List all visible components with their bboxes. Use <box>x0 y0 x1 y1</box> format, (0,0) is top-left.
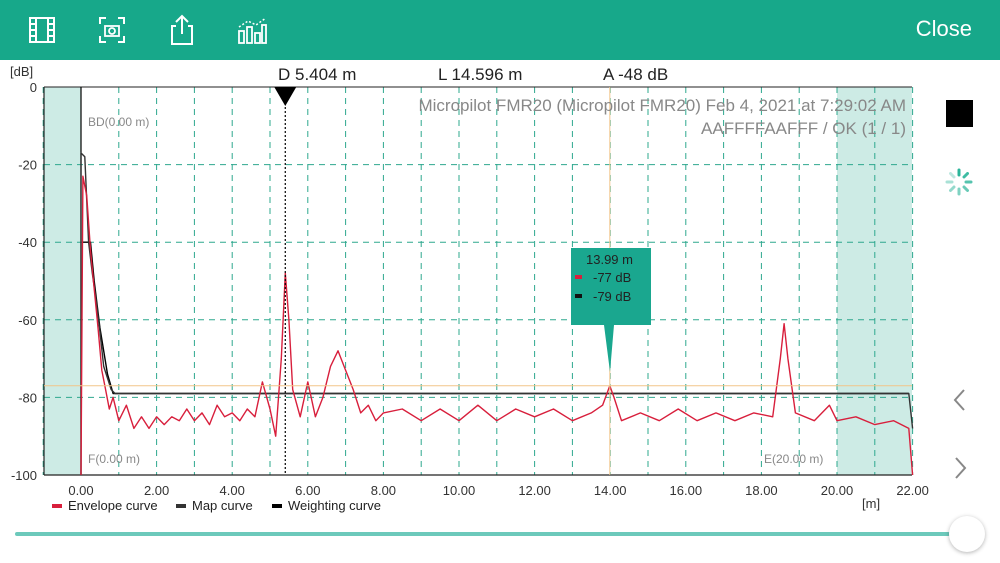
camera-capture-icon[interactable] <box>92 10 132 50</box>
x-tick-label: 2.00 <box>144 483 169 498</box>
y-tick-label: -40 <box>18 235 37 250</box>
legend-envelope: Envelope curve <box>68 498 158 513</box>
legend-swatch-weighting <box>272 504 282 508</box>
x-tick-label: 10.00 <box>443 483 476 498</box>
y-tick-label: -60 <box>18 313 37 328</box>
legend-weighting: Weighting curve <box>288 498 381 513</box>
y-axis-label: [dB] <box>10 64 33 79</box>
tooltip-map-swatch <box>575 294 582 298</box>
device-info: Micropilot FMR20 (Micropilot FMR20) Feb … <box>418 96 906 115</box>
f-marker-label: F(0.00 m) <box>88 452 140 466</box>
loading-spinner-icon <box>944 167 974 197</box>
stop-icon[interactable] <box>946 100 973 127</box>
chart-compare-icon[interactable] <box>232 10 272 50</box>
side-controls <box>930 60 1000 520</box>
x-tick-label: 12.00 <box>518 483 551 498</box>
amplitude-readout: A -48 dB <box>603 65 668 84</box>
legend-map: Map curve <box>192 498 253 513</box>
legend-swatch-envelope <box>52 504 62 508</box>
chart-legend: Envelope curve Map curve Weighting curve <box>52 498 381 513</box>
y-tick-label: -80 <box>18 390 37 405</box>
y-tick-label: -100 <box>11 468 37 483</box>
distance-marker-triangle <box>274 87 297 106</box>
plot-background <box>44 87 912 475</box>
tooltip-map-value: -79 dB <box>593 289 631 304</box>
distance-readout: D 5.404 m <box>278 65 356 84</box>
chart-area: [dB] [m] D 5.404 m L 14.596 m A -48 dB M… <box>0 60 1000 520</box>
series-map-curve <box>80 152 914 475</box>
x-tick-label: 20.00 <box>821 483 854 498</box>
x-tick-label: 0.00 <box>68 483 93 498</box>
chevron-left-icon[interactable] <box>950 387 970 413</box>
film-icon[interactable] <box>22 10 62 50</box>
legend-swatch-map <box>176 504 186 508</box>
x-tick-label: 14.00 <box>594 483 627 498</box>
x-tick-label: 22.00 <box>896 483 929 498</box>
tooltip-envelope-value: -77 dB <box>593 270 631 285</box>
tooltip-envelope-swatch <box>575 275 582 279</box>
e-marker-label: E(20.00 m) <box>764 452 823 466</box>
zoom-slider-handle[interactable] <box>949 516 985 552</box>
blocking-distance-zone <box>44 87 81 475</box>
y-tick-label: -20 <box>18 158 37 173</box>
y-tick-label: 0 <box>30 80 37 95</box>
close-button[interactable]: Close <box>915 16 972 41</box>
x-tick-label: 6.00 <box>295 483 320 498</box>
zoom-slider-track[interactable] <box>15 532 950 536</box>
share-icon[interactable] <box>162 10 202 50</box>
tooltip-distance: 13.99 m <box>586 252 633 267</box>
cursor-tooltip: 13.99 m -77 dB -79 dB <box>571 248 651 372</box>
x-tick-label: 4.00 <box>220 483 245 498</box>
bd-marker-label: BD(0.00 m) <box>88 115 149 129</box>
series-envelope-curve <box>80 175 914 476</box>
x-tick-label: 16.00 <box>670 483 703 498</box>
chevron-right-icon[interactable] <box>950 455 970 481</box>
level-readout: L 14.596 m <box>438 65 522 84</box>
x-axis-label: [m] <box>862 496 880 511</box>
toolbar: Close <box>0 0 1000 60</box>
x-tick-label: 18.00 <box>745 483 778 498</box>
x-tick-label: 8.00 <box>371 483 396 498</box>
status-info: AAFFFFAAFFF / OK (1 / 1) <box>701 119 906 138</box>
envelope-chart[interactable]: [dB] [m] D 5.404 m L 14.596 m A -48 dB M… <box>0 60 930 520</box>
